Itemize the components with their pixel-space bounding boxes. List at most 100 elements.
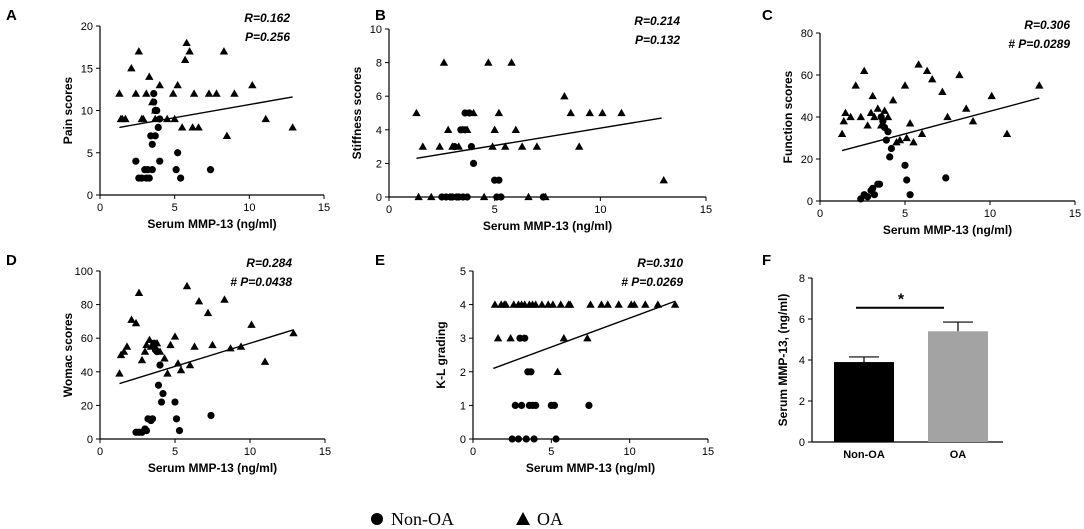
data-point-oa bbox=[155, 80, 164, 89]
data-point-oa bbox=[443, 125, 453, 133]
data-point-non-oa bbox=[157, 398, 166, 406]
panel-letter: B bbox=[375, 7, 386, 24]
data-point-oa bbox=[943, 112, 952, 121]
data-point-oa bbox=[493, 334, 503, 342]
y-tick-label: 60 bbox=[801, 70, 813, 82]
x-tick-label: 10 bbox=[244, 446, 256, 458]
data-point-non-oa bbox=[463, 193, 471, 201]
legend-marker-non-oa bbox=[371, 513, 383, 525]
data-point-non-oa bbox=[154, 381, 163, 389]
data-point-oa bbox=[501, 300, 511, 308]
data-point-oa bbox=[222, 131, 232, 139]
data-point-oa bbox=[841, 108, 850, 116]
data-point-oa bbox=[851, 81, 860, 89]
data-point-non-oa bbox=[145, 174, 153, 182]
data-point-oa bbox=[490, 300, 500, 308]
data-point-non-oa bbox=[148, 415, 157, 423]
x-tick-label: 15 bbox=[700, 204, 712, 216]
data-point-oa bbox=[641, 300, 650, 308]
data-point-oa bbox=[524, 192, 533, 201]
x-tick-label: 0 bbox=[817, 208, 823, 220]
data-point-non-oa bbox=[522, 435, 530, 443]
data-point-oa bbox=[968, 117, 978, 125]
data-point-oa bbox=[670, 300, 680, 308]
data-point-oa bbox=[900, 81, 910, 89]
data-point-oa bbox=[152, 339, 162, 347]
data-point-non-oa bbox=[552, 435, 560, 443]
data-point-non-oa bbox=[906, 191, 914, 199]
x-tick-label: 10 bbox=[984, 208, 996, 220]
data-point-oa bbox=[905, 119, 915, 127]
data-point-oa bbox=[856, 112, 865, 121]
data-point-oa bbox=[194, 123, 203, 131]
y-axis-title: K-L grading bbox=[434, 321, 448, 388]
y-tick-label: 80 bbox=[81, 300, 93, 312]
y-tick-label: 80 bbox=[801, 28, 813, 40]
data-point-oa bbox=[914, 60, 923, 68]
legend: Non-OA OA bbox=[371, 509, 563, 529]
data-point-oa bbox=[212, 89, 221, 97]
data-point-non-oa bbox=[469, 159, 478, 167]
panel-e: E 0 5 10 15 0 1 2 3 4 5 Serum MMP-13 (ng/ml) K-L gra… bbox=[375, 252, 714, 475]
data-point-oa bbox=[454, 142, 463, 150]
data-point-non-oa bbox=[172, 166, 180, 174]
data-point-oa bbox=[880, 106, 889, 114]
data-point-oa bbox=[839, 117, 848, 125]
y-tick-label: 40 bbox=[801, 112, 813, 124]
legend-label-oa: OA bbox=[537, 509, 563, 529]
data-point-oa bbox=[541, 192, 550, 201]
x-axis-title: Serum MMP-13 (ng/ml) bbox=[526, 461, 655, 475]
data-point-oa bbox=[617, 108, 626, 117]
panel-f: F 0 2 4 6 8 Serum MMP-13, (ng/ml) Non-OA OA * bbox=[762, 252, 1003, 461]
data-point-oa bbox=[860, 66, 869, 74]
y-tick-label: 4 bbox=[799, 355, 805, 367]
data-point-oa bbox=[1002, 129, 1012, 137]
data-point-oa bbox=[185, 47, 194, 55]
data-point-oa bbox=[204, 89, 214, 97]
y-tick-label: 15 bbox=[81, 63, 93, 75]
data-point-oa bbox=[289, 328, 298, 337]
y-tick-label: 4 bbox=[376, 125, 382, 137]
y-tick-label: 0 bbox=[87, 434, 93, 446]
data-point-oa bbox=[177, 123, 187, 131]
x-tick-label: 0 bbox=[386, 204, 392, 216]
data-point-non-oa bbox=[148, 166, 156, 174]
data-point-oa bbox=[247, 320, 256, 328]
data-point-oa bbox=[1035, 81, 1044, 89]
y-tick-label: 4 bbox=[460, 300, 466, 312]
data-point-oa bbox=[260, 357, 270, 365]
data-point-oa bbox=[134, 288, 144, 296]
x-tick-label: 5 bbox=[172, 446, 178, 458]
data-point-oa bbox=[170, 114, 179, 123]
data-point-non-oa bbox=[206, 166, 215, 174]
data-point-oa bbox=[928, 75, 937, 83]
data-point-oa bbox=[122, 342, 132, 350]
y-tick-label: 6 bbox=[799, 314, 805, 326]
data-point-oa bbox=[261, 114, 270, 123]
data-point-oa bbox=[173, 80, 182, 89]
data-point-oa bbox=[170, 332, 180, 340]
data-point-non-oa bbox=[886, 153, 894, 161]
y-tick-label: 10 bbox=[81, 106, 93, 118]
stat-annotation: # P=0.0438 bbox=[230, 275, 292, 289]
regression-line bbox=[493, 300, 676, 370]
data-point-oa bbox=[603, 300, 612, 308]
data-point-oa bbox=[180, 55, 190, 63]
data-point-non-oa bbox=[864, 193, 872, 201]
data-point-oa bbox=[148, 97, 157, 106]
data-point-non-oa bbox=[151, 132, 159, 140]
data-point-oa bbox=[188, 123, 197, 131]
data-point-non-oa bbox=[497, 193, 505, 201]
y-tick-label: 2 bbox=[460, 367, 466, 379]
data-point-oa bbox=[585, 108, 594, 117]
y-axis-title: Stiffness scores bbox=[350, 66, 364, 159]
data-point-oa bbox=[176, 365, 186, 374]
data-point-oa bbox=[583, 334, 592, 342]
panel-a: A 0 5 10 15 0 5 10 15 20 Serum MMP-13 (ng/ml) Pain … bbox=[6, 7, 330, 231]
data-point-oa bbox=[484, 58, 493, 66]
data-point-oa bbox=[182, 281, 192, 290]
data-point-non-oa bbox=[884, 128, 892, 136]
data-point-non-oa bbox=[142, 427, 151, 435]
x-tick-label: 10 bbox=[594, 204, 606, 216]
category-label: Non-OA bbox=[843, 449, 885, 461]
